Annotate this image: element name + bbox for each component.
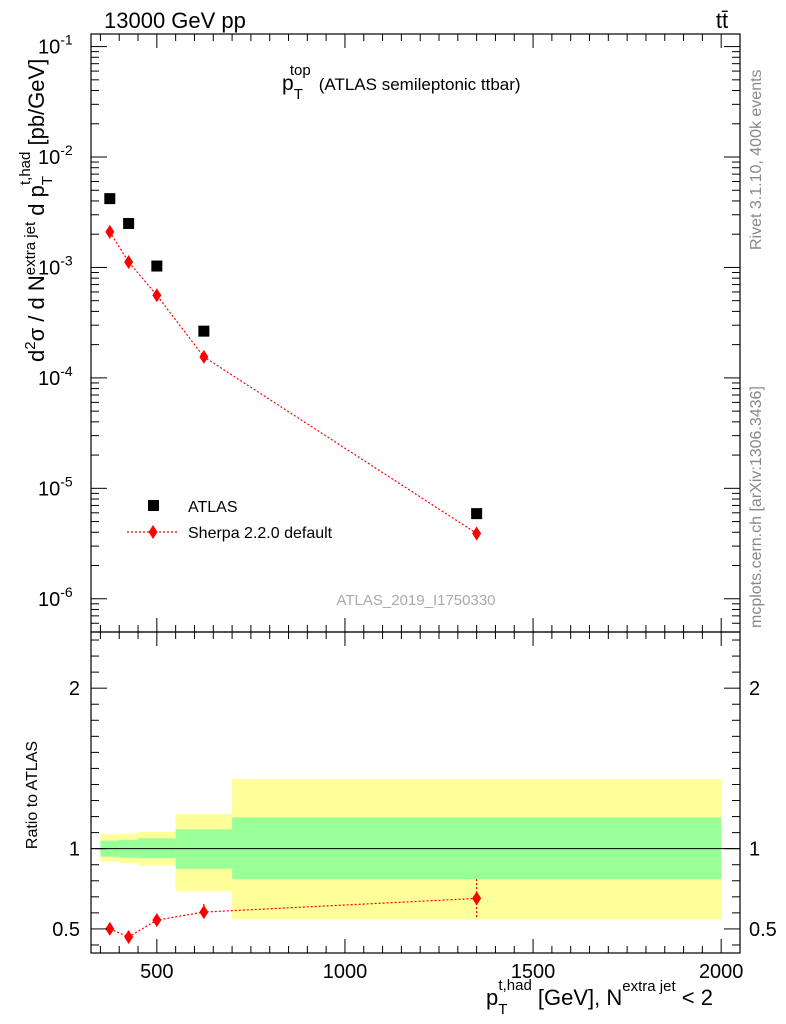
y-tick-label: 10-6 — [38, 584, 73, 611]
legend-marker-atlas — [148, 500, 159, 511]
x-tick-label: 2000 — [699, 961, 744, 983]
sherpa-point — [199, 349, 209, 364]
ratio-point — [152, 913, 162, 928]
atlas-point — [471, 508, 483, 520]
y-tick-label: 10-2 — [38, 142, 73, 169]
rivet-label: Rivet 3.1.10, 400k events — [748, 69, 765, 250]
sherpa-point — [124, 255, 134, 270]
main-ylabel: d2σ / d Nextra jet d pTt,had [pb/GeV] — [17, 59, 56, 362]
beam-label: 13000 GeV pp — [104, 8, 246, 33]
ratio-y-tick-label-right: 2 — [749, 678, 760, 700]
atlas-point — [123, 218, 135, 230]
legend-marker-sherpa — [148, 525, 158, 539]
y-tick-label: 10-1 — [38, 32, 73, 59]
legend-label-sherpa: Sherpa 2.2.0 default — [188, 525, 333, 542]
ratio-y-tick-label-left: 0.5 — [52, 919, 80, 941]
sherpa-point — [152, 288, 162, 303]
ratio-point — [105, 921, 115, 936]
main-panel: 10-6 10-5 10-4 10-3 10-2 10-1 — [38, 32, 741, 633]
ratio-point — [199, 905, 209, 920]
x-tick-label: 1500 — [511, 961, 556, 983]
main-title: pTtop(ATLAS semileptonic ttbar) — [282, 62, 521, 103]
y-tick-label: 10-3 — [38, 252, 73, 279]
y-tick-label: 10-4 — [38, 363, 73, 390]
analysis-label: ATLAS_2019_I1750330 — [336, 592, 495, 609]
sherpa-series-line — [109, 231, 477, 534]
ratio-point — [472, 891, 482, 906]
ratio-point — [124, 929, 134, 944]
ratio-y-tick-label-left: 2 — [69, 678, 80, 700]
x-tick-label: 1000 — [323, 961, 368, 983]
atlas-point — [151, 260, 163, 272]
ratio-y-tick-label-right: 1 — [749, 839, 760, 861]
process-label: tt̄ — [716, 8, 728, 33]
legend-label-atlas: ATLAS — [188, 499, 238, 516]
y-tick-label: 10-5 — [38, 473, 73, 500]
ratio-y-tick-label-left: 1 — [69, 839, 80, 861]
atlas-point — [198, 325, 210, 337]
legend: ATLAS Sherpa 2.2.0 default — [127, 499, 333, 542]
x-axis-label: pTt,had [GeV], Nextra jet < 2 — [486, 977, 713, 1018]
ratio-ylabel: Ratio to ATLAS — [24, 741, 41, 849]
site-label: mcplots.cern.ch [arXiv:1306.3436] — [748, 386, 765, 628]
sherpa-point — [472, 526, 482, 541]
ratio-y-tick-label-right: 0.5 — [749, 919, 777, 941]
atlas-point — [104, 193, 116, 205]
main-frame — [90, 33, 741, 633]
x-tick-label: 500 — [140, 961, 173, 983]
sherpa-point — [105, 224, 115, 239]
